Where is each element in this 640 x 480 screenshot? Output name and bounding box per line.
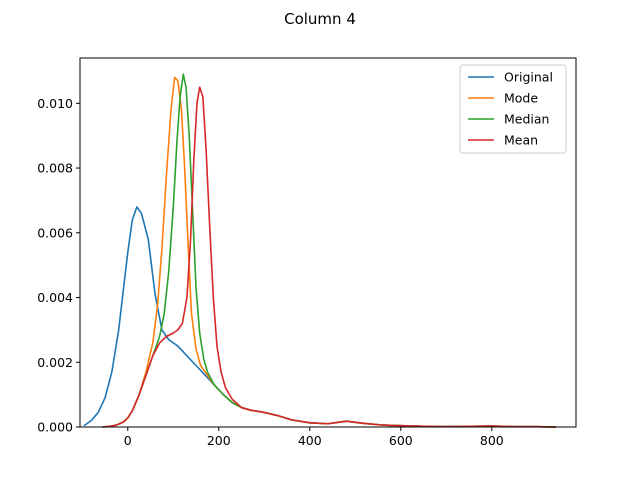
- x-tick-label: 400: [298, 433, 322, 448]
- y-tick-label: 0.008: [37, 161, 73, 176]
- x-tick-label: 200: [207, 433, 231, 448]
- series-line-mean: [101, 86, 557, 428]
- x-axis: 0 200 400 600 800: [124, 427, 504, 448]
- legend-label-mean: Mean: [504, 133, 538, 148]
- y-tick-label: 0.006: [37, 225, 73, 240]
- legend: Original Mode Median Mean: [459, 64, 567, 154]
- y-axis: 0.000 0.002 0.004 0.006 0.008 0.010: [37, 96, 80, 435]
- y-tick-label: 0.010: [37, 96, 73, 111]
- y-tick-label: 0.002: [37, 355, 73, 370]
- legend-box: [459, 64, 567, 154]
- chart-title: Column 4: [284, 10, 356, 28]
- y-tick-label: 0.000: [37, 420, 73, 435]
- x-tick-label: 600: [389, 433, 413, 448]
- legend-label-median: Median: [504, 112, 549, 127]
- y-tick-label: 0.004: [37, 290, 73, 305]
- series-lines: [83, 73, 557, 428]
- x-tick-label: 0: [124, 433, 132, 448]
- x-tick-label: 800: [480, 433, 504, 448]
- axes-frame: [79, 57, 577, 428]
- legend-label-mode: Mode: [504, 91, 538, 106]
- legend-label-original: Original: [504, 70, 553, 85]
